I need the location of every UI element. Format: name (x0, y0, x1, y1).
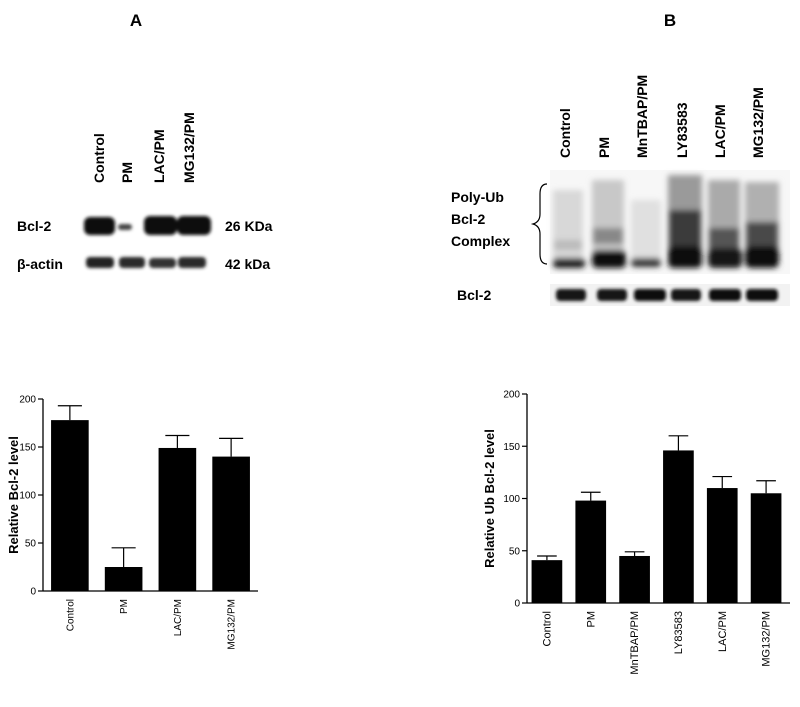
y-tick-label: 100 (503, 494, 520, 505)
y-axis-title: Relative Bcl-2 level (6, 436, 21, 554)
complex-label-line: Poly-Ub (451, 189, 504, 205)
x-category-label: PM (119, 599, 130, 614)
blot-a-lane-label: MG132/PM (181, 112, 197, 183)
blot-b-lane-label: Control (557, 108, 573, 158)
blot-a-lane-label: LAC/PM (151, 129, 167, 183)
x-category-label: LY83583 (673, 611, 685, 654)
blot-a-lane-labels: Control PM LAC/PM MG132/PM (91, 112, 197, 183)
blot-b-lane-label: MG132/PM (750, 87, 766, 158)
x-category-label: LAC/PM (173, 599, 184, 636)
x-category-label: LAC/PM (717, 611, 729, 652)
bar (212, 456, 250, 591)
bar (51, 420, 89, 591)
y-tick-label: 50 (25, 539, 37, 550)
chart-b: 0 50 100 150 200 Relative Ub Bcl-2 level Contr… (482, 390, 790, 675)
x-category-label: MG132/PM (227, 599, 238, 650)
bar (531, 560, 563, 603)
blot-a-lane-label: PM (119, 162, 135, 183)
panel-a-letter: A (130, 11, 142, 30)
y-tick-label: 50 (509, 546, 521, 557)
y-tick-label: 150 (19, 443, 36, 454)
y-tick-label: 150 (503, 442, 520, 453)
x-category-label: PM (585, 611, 597, 628)
blot-b-lane-labels: Control PM MnTBAP/PM LY83583 LAC/PM MG13… (557, 75, 766, 158)
blot-b-lane-label: PM (596, 137, 612, 158)
y-tick-label: 0 (514, 599, 520, 610)
blot-a-size-label: 42 kDa (225, 256, 270, 272)
blot-b-lane-label: LY83583 (674, 102, 690, 158)
blot-b-lane-label: LAC/PM (712, 104, 728, 158)
y-axis-title: Relative Ub Bcl-2 level (482, 429, 497, 568)
blot-b-row-label: Bcl-2 (457, 287, 491, 303)
blot-b-image (550, 170, 790, 306)
chart-a: 0 50 100 150 200 Relative Bcl-2 level Control P… (6, 395, 258, 650)
y-tick-label: 100 (19, 491, 36, 502)
complex-label-line: Complex (451, 233, 510, 249)
bar (663, 450, 694, 603)
blot-a-row-label: β-actin (17, 256, 63, 272)
blot-a-image (80, 210, 220, 268)
y-tick-label: 200 (503, 390, 520, 401)
bar (750, 493, 782, 603)
y-tick-label: 200 (19, 395, 36, 406)
complex-brace (530, 183, 548, 265)
x-category-label: MG132/PM (761, 611, 773, 667)
bar (706, 488, 738, 603)
bar (619, 555, 650, 603)
bar (158, 447, 197, 591)
x-category-label: Control (541, 611, 553, 646)
complex-label-line: Bcl-2 (451, 211, 485, 227)
blot-b-lane-label: MnTBAP/PM (634, 75, 650, 158)
bar (575, 500, 607, 603)
y-tick-label: 0 (30, 587, 36, 598)
bar (104, 567, 143, 591)
blot-a-lane-label: Control (91, 133, 107, 183)
blot-a-row-label: Bcl-2 (17, 218, 51, 234)
panel-b-letter: B (664, 11, 676, 30)
blot-a-size-label: 26 KDa (225, 218, 273, 234)
x-category-label: Control (65, 599, 76, 631)
x-category-label: MnTBAP/PM (629, 611, 641, 675)
